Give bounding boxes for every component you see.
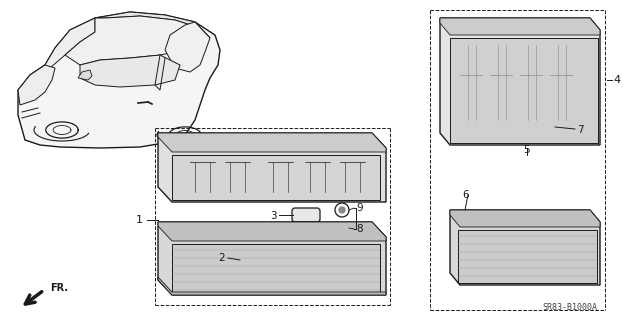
Polygon shape <box>440 18 600 35</box>
Bar <box>460 45 482 120</box>
FancyBboxPatch shape <box>497 117 558 133</box>
Text: FR.: FR. <box>50 283 68 293</box>
Polygon shape <box>78 70 92 80</box>
Bar <box>190 162 215 192</box>
Polygon shape <box>65 16 200 65</box>
Text: 5: 5 <box>524 145 531 155</box>
Polygon shape <box>18 65 55 105</box>
Polygon shape <box>158 222 386 241</box>
Bar <box>340 162 365 192</box>
Text: 4: 4 <box>613 75 620 85</box>
Ellipse shape <box>238 250 318 286</box>
FancyBboxPatch shape <box>335 223 355 233</box>
Polygon shape <box>30 18 95 75</box>
Polygon shape <box>158 222 386 295</box>
Bar <box>225 162 250 192</box>
Polygon shape <box>172 155 380 200</box>
Bar <box>268 162 293 192</box>
Polygon shape <box>158 133 386 202</box>
Polygon shape <box>165 22 210 72</box>
Text: 3: 3 <box>270 211 277 221</box>
Bar <box>550 45 572 120</box>
Circle shape <box>305 182 311 188</box>
Polygon shape <box>450 210 600 227</box>
Circle shape <box>340 182 346 188</box>
FancyBboxPatch shape <box>453 126 547 142</box>
Circle shape <box>200 182 206 188</box>
FancyBboxPatch shape <box>292 208 320 222</box>
Polygon shape <box>18 12 220 148</box>
Ellipse shape <box>502 247 552 267</box>
Polygon shape <box>450 210 600 285</box>
Polygon shape <box>80 55 180 87</box>
Polygon shape <box>172 244 380 293</box>
Text: SR83-B1000A: SR83-B1000A <box>543 303 598 313</box>
Text: 1: 1 <box>136 215 143 225</box>
Bar <box>490 45 512 120</box>
Circle shape <box>339 207 345 213</box>
Bar <box>305 162 330 192</box>
Circle shape <box>113 26 117 30</box>
Polygon shape <box>158 277 386 295</box>
Polygon shape <box>450 38 598 143</box>
Bar <box>520 45 542 120</box>
Circle shape <box>235 182 241 188</box>
Text: 8: 8 <box>356 224 363 234</box>
Ellipse shape <box>487 241 567 273</box>
Text: 7: 7 <box>577 125 584 135</box>
Polygon shape <box>95 12 210 38</box>
Bar <box>332 223 340 233</box>
Polygon shape <box>458 230 597 283</box>
Text: 2: 2 <box>218 253 225 263</box>
Circle shape <box>270 182 276 188</box>
Polygon shape <box>158 133 386 152</box>
Circle shape <box>143 26 147 30</box>
Polygon shape <box>440 18 600 145</box>
Text: 9: 9 <box>356 203 363 213</box>
Ellipse shape <box>253 258 303 278</box>
Text: 6: 6 <box>462 190 468 200</box>
